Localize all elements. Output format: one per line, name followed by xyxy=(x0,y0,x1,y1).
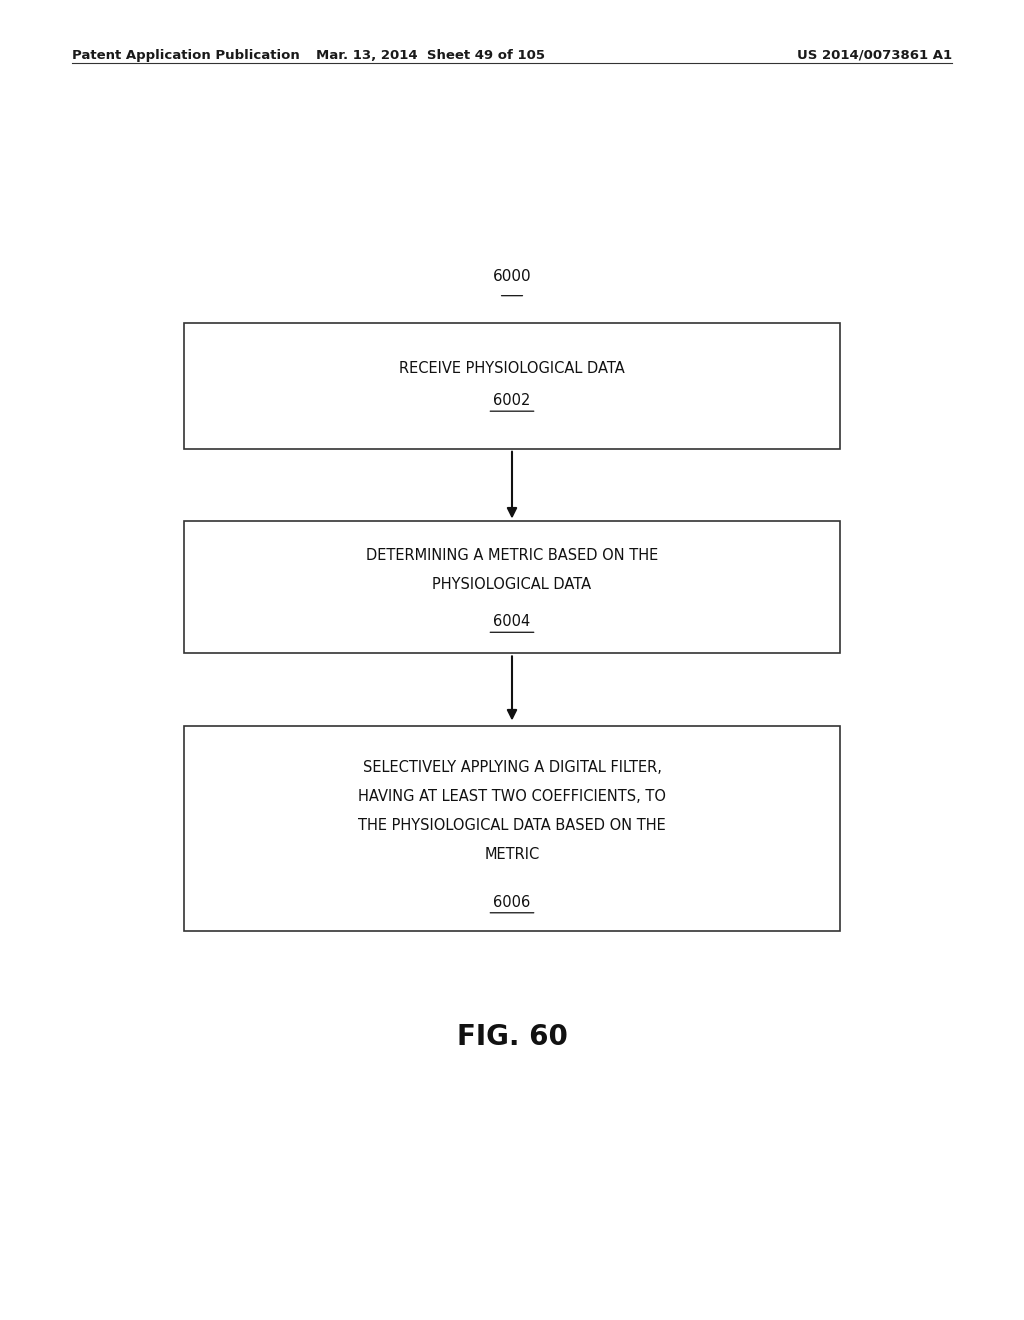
Text: 6002: 6002 xyxy=(494,393,530,408)
Text: DETERMINING A METRIC BASED ON THE: DETERMINING A METRIC BASED ON THE xyxy=(366,548,658,564)
FancyBboxPatch shape xyxy=(184,726,840,931)
Text: FIG. 60: FIG. 60 xyxy=(457,1023,567,1051)
Text: PHYSIOLOGICAL DATA: PHYSIOLOGICAL DATA xyxy=(432,577,592,593)
Text: 6006: 6006 xyxy=(494,895,530,909)
Text: SELECTIVELY APPLYING A DIGITAL FILTER,: SELECTIVELY APPLYING A DIGITAL FILTER, xyxy=(362,760,662,775)
Text: HAVING AT LEAST TWO COEFFICIENTS, TO: HAVING AT LEAST TWO COEFFICIENTS, TO xyxy=(358,789,666,804)
Text: Mar. 13, 2014  Sheet 49 of 105: Mar. 13, 2014 Sheet 49 of 105 xyxy=(315,49,545,62)
Text: Patent Application Publication: Patent Application Publication xyxy=(72,49,299,62)
Text: US 2014/0073861 A1: US 2014/0073861 A1 xyxy=(798,49,952,62)
Text: THE PHYSIOLOGICAL DATA BASED ON THE: THE PHYSIOLOGICAL DATA BASED ON THE xyxy=(358,818,666,833)
Text: 6004: 6004 xyxy=(494,614,530,630)
FancyBboxPatch shape xyxy=(184,521,840,653)
Text: METRIC: METRIC xyxy=(484,847,540,862)
Text: RECEIVE PHYSIOLOGICAL DATA: RECEIVE PHYSIOLOGICAL DATA xyxy=(399,362,625,376)
Text: 6000: 6000 xyxy=(493,269,531,284)
FancyBboxPatch shape xyxy=(184,323,840,449)
